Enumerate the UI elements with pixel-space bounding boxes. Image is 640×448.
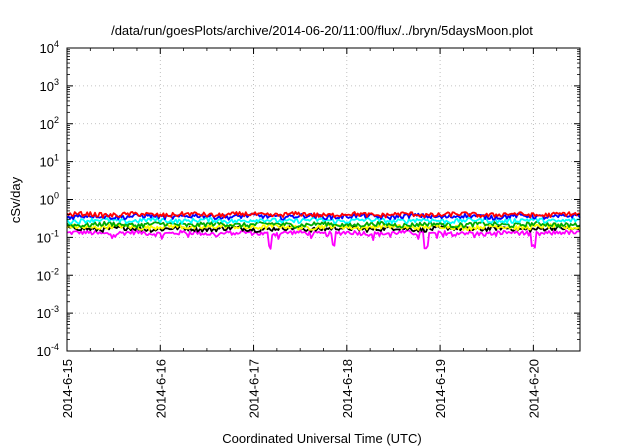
y-tick-label: 103 bbox=[40, 77, 59, 94]
ticks bbox=[66, 47, 580, 352]
x-tick-labels: 2014-6-15 2014-6-16 2014-6-17 2014-6-18 2014… bbox=[60, 359, 541, 418]
y-tick-label: 100 bbox=[40, 191, 59, 208]
y-tick-labels: 10-4 10-3 10-2 10-1 100 101 102 103 104 bbox=[37, 39, 59, 359]
x-tick-label: 2014-6-16 bbox=[153, 359, 168, 418]
y-tick-label: 10-2 bbox=[37, 266, 59, 283]
x-tick-label: 2014-6-15 bbox=[60, 359, 75, 418]
x-tick-label: 2014-6-19 bbox=[433, 359, 448, 418]
y-axis-label: cSv/day bbox=[8, 176, 23, 223]
x-tick-label: 2014-6-17 bbox=[247, 359, 262, 418]
y-tick-label: 101 bbox=[40, 153, 59, 170]
x-axis-label: Coordinated Universal Time (UTC) bbox=[222, 431, 421, 446]
y-tick-label: 104 bbox=[40, 39, 59, 56]
y-tick-label: 10-4 bbox=[37, 342, 59, 359]
y-tick-label: 102 bbox=[40, 115, 59, 132]
series-line bbox=[66, 223, 581, 232]
series-line bbox=[66, 229, 581, 250]
grid bbox=[67, 48, 580, 351]
series-lines bbox=[66, 210, 581, 250]
x-tick-label: 2014-6-20 bbox=[526, 359, 541, 418]
series-line bbox=[66, 220, 581, 229]
y-tick-label: 10-3 bbox=[37, 304, 59, 321]
x-tick-label: 2014-6-18 bbox=[340, 359, 355, 418]
series-line bbox=[66, 210, 581, 219]
y-tick-label: 10-1 bbox=[37, 228, 59, 245]
chart-title: /data/run/goesPlots/archive/2014-06-20/1… bbox=[111, 23, 533, 38]
